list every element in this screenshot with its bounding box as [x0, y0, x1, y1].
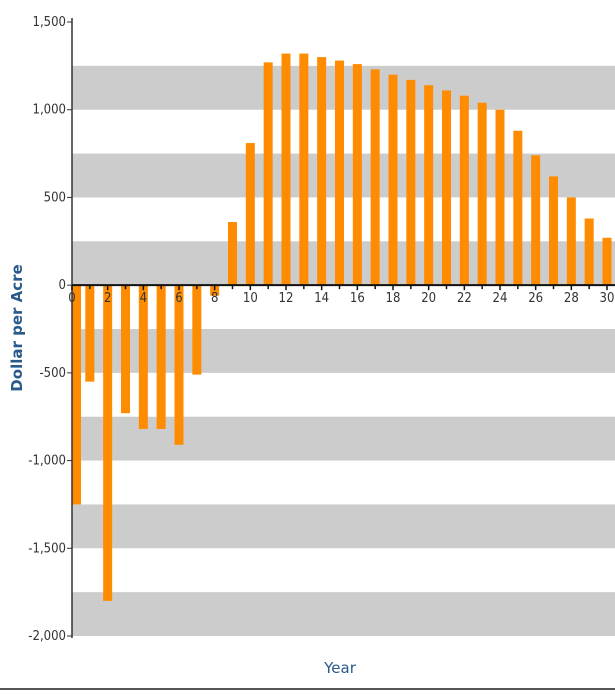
bar-year-1 [85, 285, 95, 382]
y-tick-label: 1,500 [33, 15, 66, 30]
bar-year-27 [549, 176, 558, 286]
bar-year-6 [174, 285, 184, 445]
bar-year-19 [406, 79, 416, 286]
bar-year-7 [192, 285, 202, 375]
x-tick-label: 6 [175, 291, 182, 306]
x-tick-label: 18 [386, 291, 401, 306]
bar-year-25 [513, 130, 523, 286]
x-tick-label: 26 [528, 291, 543, 306]
bar-year-13 [299, 53, 309, 286]
y-tick-label: 0 [59, 278, 66, 293]
bar-year-14 [317, 57, 327, 286]
y-tick-label: 1,000 [33, 103, 66, 118]
grid-band-4 [72, 416, 615, 461]
bar-year-28 [566, 197, 576, 286]
grid-band-3 [72, 329, 615, 373]
bottom-rule [0, 688, 615, 690]
bar-year-10 [245, 143, 255, 286]
bar-year-16 [352, 64, 362, 286]
bar-year-22 [459, 95, 469, 286]
x-tick-label: 22 [457, 291, 472, 306]
bar-year-21 [442, 90, 451, 286]
bar-year-24 [495, 109, 505, 286]
x-tick-label: 14 [314, 291, 329, 306]
x-tick-label: 30 [600, 291, 615, 306]
bar-year-18 [388, 74, 398, 286]
bar-year-11 [263, 62, 273, 286]
x-tick-label: 8 [211, 291, 218, 306]
grid-band-5 [72, 504, 615, 549]
x-axis-label: Year [323, 659, 357, 677]
bar-year-2 [103, 285, 113, 601]
bar-year-30 [602, 237, 612, 286]
bar-year-29 [584, 218, 594, 286]
bar-year-12 [281, 53, 291, 286]
x-tick-label: 12 [279, 291, 294, 306]
bar-year-9 [228, 221, 237, 286]
bar-year-8 [210, 285, 220, 296]
bar-year-0 [72, 285, 81, 505]
bar-year-23 [477, 102, 487, 286]
x-tick-label: 20 [421, 291, 436, 306]
grid-band-6 [72, 592, 615, 636]
y-tick-label: -2,000 [28, 629, 66, 644]
y-tick-label: -1,000 [28, 454, 66, 469]
x-tick-label: 28 [564, 291, 579, 306]
background-bands [72, 65, 615, 636]
bar-year-5 [156, 285, 166, 429]
bar-year-17 [370, 69, 380, 286]
bar-year-4 [138, 285, 148, 429]
bar-year-20 [424, 85, 434, 286]
x-tick-label: 4 [140, 291, 147, 306]
x-tick-label: 0 [68, 291, 75, 306]
x-tick-label: 24 [493, 291, 508, 306]
bar-year-3 [121, 285, 130, 414]
bar-year-15 [335, 60, 344, 286]
axes [67, 18, 615, 638]
x-tick-label: 2 [104, 291, 111, 306]
bar-year-26 [531, 155, 541, 286]
x-tick-label: 10 [243, 291, 258, 306]
bars [72, 53, 612, 601]
y-tick-label: -500 [39, 366, 66, 381]
y-tick-label: 500 [44, 190, 66, 205]
y-axis-label: Dollar per Acre [8, 264, 26, 391]
y-tick-label: -1,500 [28, 541, 66, 556]
x-tick-label: 16 [350, 291, 365, 306]
